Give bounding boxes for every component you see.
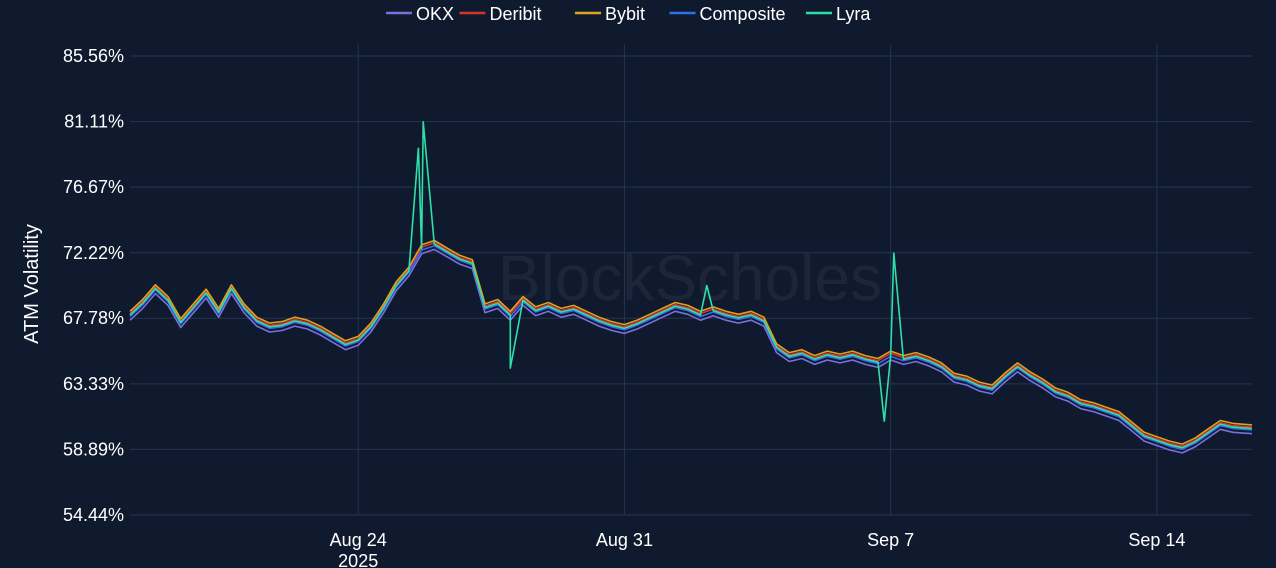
watermark: BlockScholes <box>498 242 882 314</box>
legend-item-bybit[interactable]: Bybit <box>575 4 645 24</box>
y-tick-label: 85.56% <box>63 46 124 66</box>
legend-item-okx[interactable]: OKX <box>386 4 454 24</box>
legend: OKX Deribit Bybit Composite Lyra <box>386 4 871 24</box>
gridlines <box>130 44 1252 516</box>
y-tick-label: 67.78% <box>63 308 124 328</box>
y-axis-ticks: 85.56% 81.11% 76.67% 72.22% 67.78% 63.33% 58.8… <box>63 46 124 525</box>
legend-label: Lyra <box>836 4 871 24</box>
y-tick-label: 72.22% <box>63 243 124 263</box>
y-tick-label: 58.89% <box>63 439 124 459</box>
legend-item-lyra[interactable]: Lyra <box>806 4 871 24</box>
legend-item-deribit[interactable]: Deribit <box>459 4 542 24</box>
legend-label: Deribit <box>490 4 542 24</box>
x-tick-label: Aug 24 <box>330 530 387 550</box>
y-axis-title: ATM Volatility <box>21 224 43 344</box>
series-line-composite <box>129 244 1253 450</box>
legend-label: Composite <box>700 4 786 24</box>
series-line-okx <box>129 248 1253 454</box>
series-line-bybit <box>129 239 1253 445</box>
series-line-deribit <box>129 241 1253 448</box>
series-line-lyra <box>129 121 1253 449</box>
series-lines <box>129 121 1253 454</box>
y-tick-label: 81.11% <box>64 112 124 132</box>
legend-item-composite[interactable]: Composite <box>669 4 786 24</box>
x-tick-sublabel: 2025 <box>338 551 378 568</box>
y-tick-label: 54.44% <box>63 505 124 525</box>
y-tick-label: 63.33% <box>63 374 124 394</box>
legend-label: OKX <box>416 4 454 24</box>
x-tick-label: Sep 7 <box>867 530 914 550</box>
x-tick-label: Sep 14 <box>1128 530 1185 550</box>
legend-label: Bybit <box>605 4 645 24</box>
x-tick-label: Aug 31 <box>596 530 653 550</box>
y-tick-label: 76.67% <box>63 177 124 197</box>
